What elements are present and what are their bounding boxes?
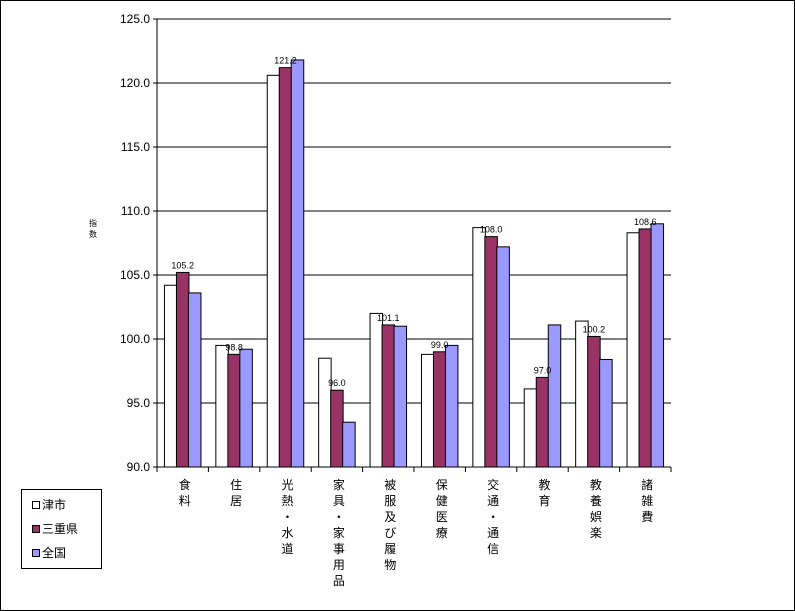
legend: 津市 三重県 全国 bbox=[21, 489, 102, 569]
legend-swatch-tsu bbox=[32, 500, 40, 509]
data-label-6: 108.0 bbox=[480, 225, 503, 235]
data-labels: 105.2 98.8 121.2 96.0 101.1 99.0 108.0 97.0 100.… bbox=[171, 56, 656, 389]
axes bbox=[156, 19, 672, 472]
legend-label-tsu: 津市 bbox=[42, 498, 67, 512]
legend-item-tsu: 津市 bbox=[32, 498, 66, 512]
category-label-3: 家具・家事用品 bbox=[333, 477, 345, 588]
y-tick-label-100-0: 100.0 bbox=[120, 332, 150, 346]
bar-1-1 bbox=[227, 353, 241, 468]
y-axis-title: 指数 bbox=[89, 218, 97, 239]
category-label-6: 交通・通信 bbox=[487, 477, 499, 556]
category-label-9: 諸雑費 bbox=[641, 477, 653, 524]
bar-7-0 bbox=[523, 388, 538, 468]
category-label-7: 教育 bbox=[538, 477, 550, 508]
legend-label-mie: 三重県 bbox=[42, 522, 79, 536]
data-label-9: 108.6 bbox=[634, 217, 657, 227]
bars bbox=[163, 59, 665, 468]
bar-2-0 bbox=[266, 74, 281, 468]
bar-9-2 bbox=[650, 223, 665, 468]
bar-6-0 bbox=[472, 227, 486, 468]
y-axis-label: 指数 bbox=[89, 218, 97, 239]
bar-2-1 bbox=[278, 67, 293, 468]
bar-0-0 bbox=[163, 284, 178, 468]
bar-9-0 bbox=[626, 232, 641, 468]
bar-4-0 bbox=[369, 312, 384, 468]
bar-0-2 bbox=[187, 292, 202, 468]
bar-0-1 bbox=[175, 271, 190, 468]
data-label-7: 97.0 bbox=[534, 365, 552, 375]
legend-label-national: 全国 bbox=[42, 546, 67, 560]
bar-8-2 bbox=[599, 358, 613, 468]
category-label-5: 保健医療 bbox=[436, 478, 448, 540]
bar-1-2 bbox=[239, 348, 253, 468]
bar-3-0 bbox=[318, 357, 332, 468]
data-label-3: 96.0 bbox=[328, 378, 346, 388]
category-label-1: 住居 bbox=[230, 478, 242, 508]
data-label-4: 101.1 bbox=[377, 313, 400, 323]
category-label-0: 食料 bbox=[179, 477, 191, 508]
bar-7-1 bbox=[535, 376, 550, 468]
category-label-4: 被服及び履物 bbox=[384, 478, 396, 572]
bar-7-2 bbox=[547, 324, 562, 468]
bar-5-1 bbox=[432, 351, 447, 468]
bar-6-1 bbox=[484, 236, 498, 468]
data-label-1: 98.8 bbox=[225, 342, 243, 352]
legend-swatch-mie bbox=[32, 524, 40, 533]
category-labels: 食料 住居 光熱・水道 家具・家事用品 被服及び履物 保健医療 交通・通信 教育 教養娯楽 諸雑費 bbox=[179, 477, 654, 588]
y-tick-label-120-0: 120.0 bbox=[120, 76, 150, 90]
data-label-5: 99.0 bbox=[431, 340, 449, 350]
bar-8-0 bbox=[575, 320, 589, 468]
y-tick-label-110-0: 110.0 bbox=[121, 204, 150, 218]
y-tick-labels: 90.0 95.0 100.0 105.0 110.0 115.0 120.0 125.0 bbox=[120, 12, 157, 474]
bar-3-1 bbox=[330, 389, 344, 468]
bar-6-2 bbox=[496, 246, 510, 468]
bar-2-2 bbox=[290, 59, 305, 468]
bar-5-0 bbox=[420, 353, 435, 468]
bar-4-2 bbox=[393, 325, 408, 468]
category-label-8: 教養娯楽 bbox=[590, 477, 602, 540]
data-label-2: 121.2 bbox=[274, 56, 297, 66]
y-tick-label-115-0: 115.0 bbox=[121, 140, 150, 154]
y-tick-label-105-0: 105.0 bbox=[120, 268, 150, 282]
y-tick-label-95-0: 95.0 bbox=[127, 396, 151, 410]
bar-1-0 bbox=[215, 344, 229, 468]
category-label-2: 光熱・水道 bbox=[281, 478, 293, 556]
bar-4-1 bbox=[381, 324, 396, 468]
data-label-8: 100.2 bbox=[583, 324, 606, 334]
data-label-0: 105.2 bbox=[171, 260, 194, 270]
bar-3-2 bbox=[342, 421, 356, 468]
bar-5-2 bbox=[444, 344, 459, 468]
bar-9-1 bbox=[638, 228, 653, 468]
y-tick-label-90-0: 90.0 bbox=[127, 460, 151, 474]
legend-item-mie: 三重県 bbox=[32, 522, 78, 536]
y-tick-label-125-0: 125.0 bbox=[120, 12, 150, 26]
legend-swatch-national bbox=[32, 548, 40, 557]
bar-8-1 bbox=[587, 335, 601, 468]
legend-item-national: 全国 bbox=[32, 546, 66, 560]
